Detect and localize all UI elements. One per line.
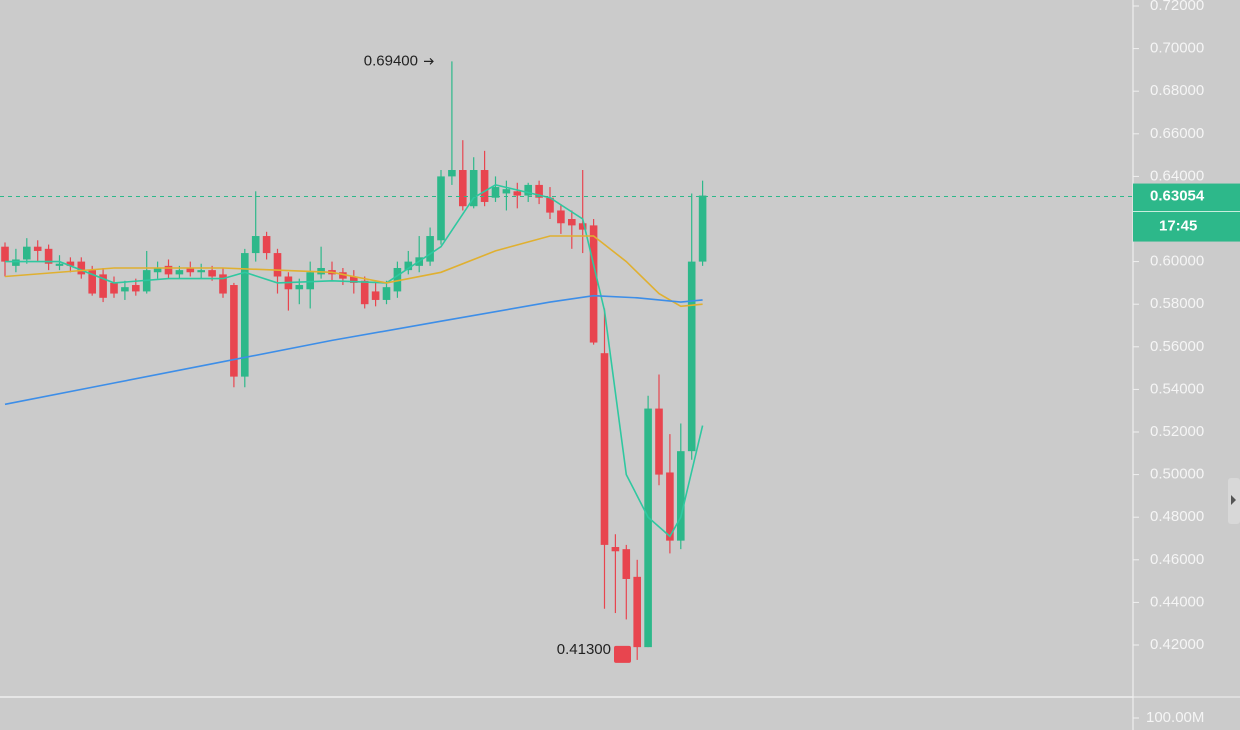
last-price-label: 0.63054 [1150,188,1205,205]
candle-body [350,276,358,283]
candle-body [219,274,227,294]
max-arrow [424,57,434,65]
candle-body [241,253,249,377]
candle-body [633,576,641,648]
candle-body [513,191,522,196]
side-tab-icon [1231,495,1236,505]
candle-body [644,408,652,648]
candle-body [360,280,369,305]
candle-body [164,265,173,275]
moving-average-line [5,184,704,538]
candle-body [611,547,620,552]
y-tick-label: 0.66000 [1150,125,1204,142]
candle-body [208,270,216,277]
y-tick-label: 0.46000 [1150,551,1204,568]
candle-body [230,285,238,377]
candle-body [339,272,347,279]
max-price-label: 0.69400 [364,52,418,69]
y-tick-label: 0.70000 [1150,40,1204,57]
candle-body [677,451,685,541]
candle-body [404,261,413,271]
candle-body [33,246,42,251]
candle-body [153,267,162,273]
candle-body [23,246,31,260]
candle-body [371,291,380,300]
candle-body [535,184,543,198]
moving-average-line [4,235,703,308]
last-price-box [1133,183,1240,242]
candle-body [186,267,195,273]
candle-body [121,287,129,292]
candle-body [99,274,107,298]
y-tick-label: 0.58000 [1150,295,1204,312]
candle-body [295,285,304,290]
candle-body [568,219,576,226]
y-tick-label: 0.48000 [1150,508,1204,525]
candle-body [578,223,587,230]
candle-body [502,189,511,194]
candle-body [546,197,554,213]
candle-body [66,261,75,266]
y-tick-label: 0.54000 [1150,380,1204,397]
y-tick-label: 0.44000 [1150,593,1204,610]
min-price-label: 0.41300 [557,641,611,658]
volume-tick-label: 100.00M [1146,709,1204,726]
y-tick-label: 0.52000 [1150,423,1204,440]
candle-body [88,270,96,294]
moving-average-line [4,294,703,406]
candle-body [197,270,205,273]
candle-body [480,170,489,202]
candle-body [437,176,445,241]
candle-body [557,210,565,224]
candle-body [491,187,500,198]
candle-body [589,225,598,343]
min-marker [614,645,631,663]
candle-body [393,267,402,292]
candle-body [306,272,314,290]
candle-body [524,184,532,196]
countdown-label: 17:45 [1159,218,1197,235]
y-tick-label: 0.64000 [1150,167,1204,184]
candle-body [459,170,467,207]
candle-body [382,287,391,300]
candle-body [426,236,434,262]
candle-body [622,549,631,579]
candle-body [273,253,282,277]
candle-body [110,282,118,294]
candle-body [55,263,64,266]
candle-body [600,353,609,545]
candle-body [175,270,184,275]
candle-body [469,170,478,207]
candle-body [687,261,696,452]
y-tick-label: 0.50000 [1150,466,1204,483]
candle-body [1,246,9,262]
candle-body [12,259,20,266]
y-tick-label: 0.68000 [1150,82,1204,99]
candle-body [655,408,663,475]
candle-body [77,261,86,275]
candle-body [666,472,674,541]
y-tick-label: 0.42000 [1150,636,1204,653]
candle-body [132,285,140,292]
candle-body [262,236,271,254]
candle-body [698,195,707,262]
candle-body [448,170,456,177]
candle-body [251,236,260,254]
candle-body [44,248,53,264]
y-tick-label: 0.60000 [1150,253,1204,270]
y-tick-label: 0.72000 [1150,0,1204,14]
y-tick-label: 0.56000 [1150,338,1204,355]
